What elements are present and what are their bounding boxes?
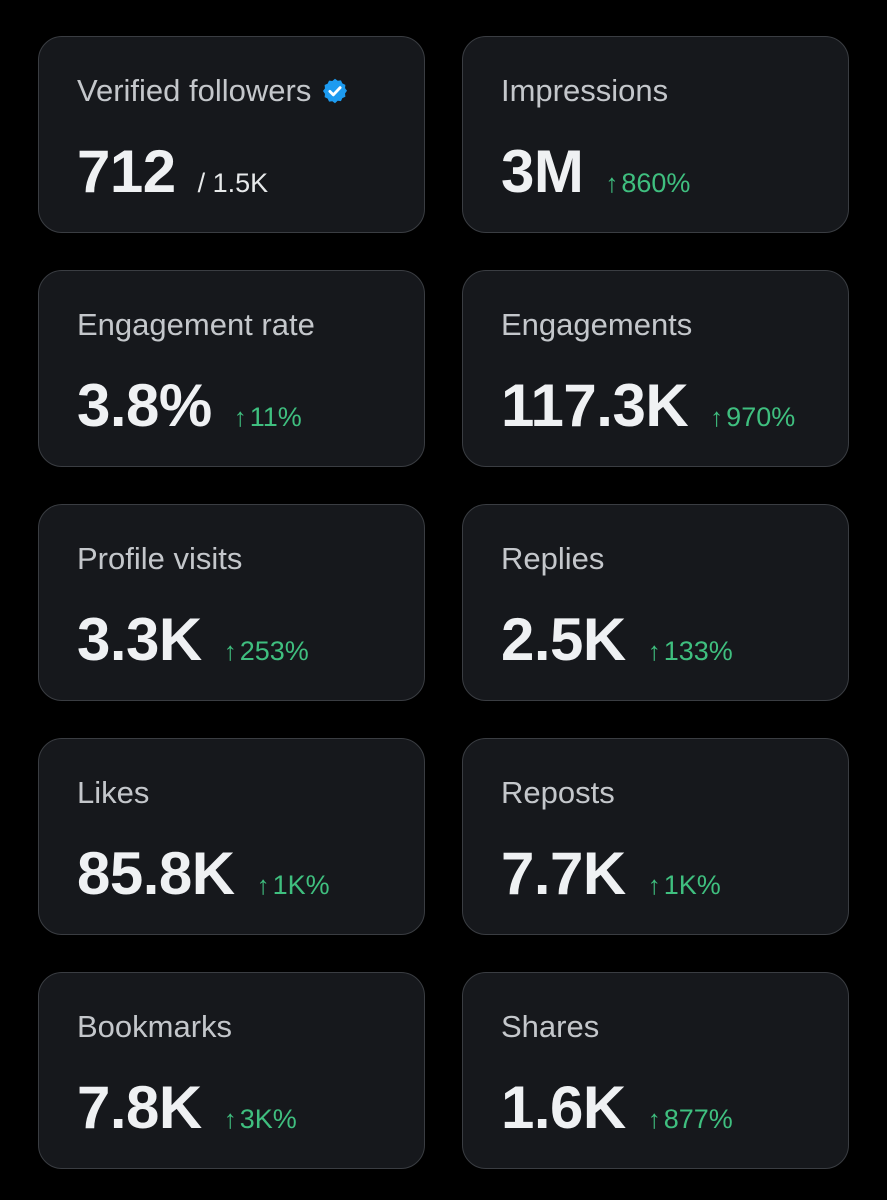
metric-label: Verified followers — [77, 73, 312, 108]
metric-card-impressions[interactable]: Impressions 3M ↑ 860% — [462, 36, 849, 233]
arrow-up-icon: ↑ — [647, 636, 661, 666]
metric-card-profile-visits[interactable]: Profile visits 3.3K ↑ 253% — [38, 504, 425, 701]
metric-label: Bookmarks — [77, 1009, 233, 1044]
metric-value-row: 3M ↑ 860% — [501, 137, 690, 206]
metric-label-row: Verified followers — [77, 73, 349, 109]
metric-change-value: 970% — [726, 402, 796, 432]
metric-change: ↑ 1K% — [648, 870, 721, 901]
metric-label: Profile visits — [77, 541, 243, 576]
metric-card-bookmarks[interactable]: Bookmarks 7.8K ↑ 3K% — [38, 972, 425, 1169]
metric-change: ↑ 133% — [648, 636, 733, 667]
metric-value-row: 117.3K ↑ 970% — [501, 371, 795, 440]
arrow-up-icon: ↑ — [647, 870, 661, 900]
metric-value-row: 3.8% ↑ 11% — [77, 371, 302, 440]
metric-value-row: 7.8K ↑ 3K% — [77, 1073, 297, 1142]
metric-card-replies[interactable]: Replies 2.5K ↑ 133% — [462, 504, 849, 701]
metric-label: Replies — [501, 541, 605, 576]
metric-label: Engagements — [501, 307, 693, 342]
metric-change: ↑ 3K% — [224, 1104, 297, 1135]
metric-label: Shares — [501, 1009, 600, 1044]
metric-value-row: 3.3K ↑ 253% — [77, 605, 309, 674]
metric-card-verified-followers[interactable]: Verified followers 712 / 1.5K — [38, 36, 425, 233]
metric-change: ↑ 1K% — [257, 870, 330, 901]
metric-value: 3.8% — [77, 372, 212, 439]
metric-change-value: 1K% — [663, 870, 721, 900]
arrow-up-icon: ↑ — [710, 402, 724, 432]
metric-value: 1.6K — [501, 1074, 626, 1141]
metric-card-likes[interactable]: Likes 85.8K ↑ 1K% — [38, 738, 425, 935]
metric-value: 7.8K — [77, 1074, 202, 1141]
arrow-up-icon: ↑ — [647, 1104, 661, 1134]
metric-change: ↑ 253% — [224, 636, 309, 667]
metric-value-row: 7.7K ↑ 1K% — [501, 839, 721, 908]
verified-badge-icon — [323, 78, 348, 104]
metric-change: ↑ 877% — [648, 1104, 733, 1135]
metric-change-value: 11% — [249, 402, 302, 432]
metric-change-value: 1K% — [272, 870, 330, 900]
arrow-up-icon: ↑ — [605, 168, 619, 198]
metric-value: 712 — [77, 138, 176, 205]
metric-label: Impressions — [501, 73, 669, 108]
metric-label: Likes — [77, 775, 150, 810]
metric-change-value: 133% — [663, 636, 733, 666]
metric-change-value: 253% — [239, 636, 309, 666]
metric-value: 117.3K — [501, 372, 689, 439]
metric-value: 7.7K — [501, 840, 626, 907]
metric-card-engagement-rate[interactable]: Engagement rate 3.8% ↑ 11% — [38, 270, 425, 467]
metric-total: / 1.5K — [197, 168, 269, 198]
metrics-grid: Verified followers 712 / 1.5K Impression… — [38, 36, 849, 1169]
metric-value: 85.8K — [77, 840, 235, 907]
arrow-up-icon: ↑ — [233, 402, 247, 432]
metric-value-row: 85.8K ↑ 1K% — [77, 839, 330, 908]
metric-change: ↑ 11% — [234, 402, 302, 433]
arrow-up-icon: ↑ — [256, 870, 270, 900]
metric-value-row: 712 / 1.5K — [77, 137, 268, 206]
metric-label: Reposts — [501, 775, 615, 810]
metric-value: 3.3K — [77, 606, 202, 673]
metric-value-row: 1.6K ↑ 877% — [501, 1073, 733, 1142]
metric-card-reposts[interactable]: Reposts 7.7K ↑ 1K% — [462, 738, 849, 935]
metric-value-row: 2.5K ↑ 133% — [501, 605, 733, 674]
metric-value: 2.5K — [501, 606, 626, 673]
metric-change-value: 860% — [621, 168, 691, 198]
metric-card-engagements[interactable]: Engagements 117.3K ↑ 970% — [462, 270, 849, 467]
metric-card-shares[interactable]: Shares 1.6K ↑ 877% — [462, 972, 849, 1169]
metric-change-value: 3K% — [239, 1104, 297, 1134]
metric-change-value: 877% — [663, 1104, 733, 1134]
metric-change: ↑ 970% — [710, 402, 795, 433]
metric-change: ↑ 860% — [605, 168, 690, 199]
metric-value: 3M — [501, 138, 584, 205]
arrow-up-icon: ↑ — [223, 636, 237, 666]
arrow-up-icon: ↑ — [223, 1104, 237, 1134]
metric-label: Engagement rate — [77, 307, 315, 342]
